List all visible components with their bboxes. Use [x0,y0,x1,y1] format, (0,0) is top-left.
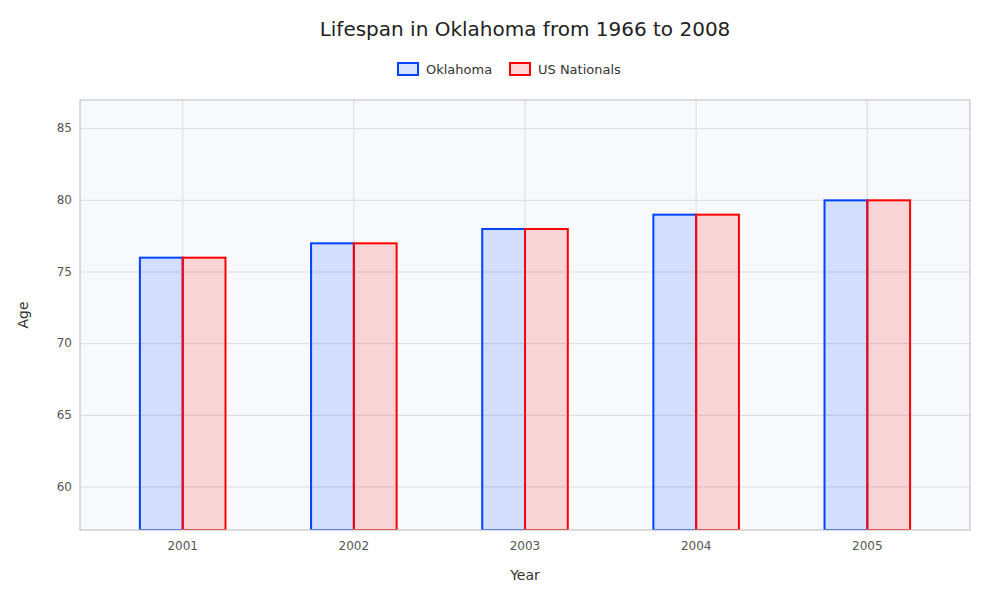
y-tick-label: 75 [57,265,72,279]
x-tick-label: 2002 [339,539,370,553]
bar [867,200,910,530]
x-axis-label: Year [509,567,540,583]
chart-container: 60 65 70 75 80 85 2001 2002 2003 2004 2005 Year Age L… [0,0,1000,600]
legend-label: US Nationals [538,62,621,77]
y-tick-label: 65 [57,408,72,422]
bar [653,215,696,530]
x-tick-label: 2005 [852,539,883,553]
legend: Oklahoma US Nationals [398,62,621,77]
y-tick-label: 70 [57,336,72,350]
bar [696,215,739,530]
chart-title: Lifespan in Oklahoma from 1966 to 2008 [320,17,731,41]
bar [482,229,525,530]
plot-frame [80,100,970,530]
plot-background [80,100,970,530]
bar [311,243,354,530]
y-axis-label: Age [15,301,31,328]
grid [80,100,970,530]
legend-swatch [510,63,530,75]
x-tick-label: 2001 [167,539,198,553]
x-tick-label: 2003 [510,539,541,553]
y-tick-label: 85 [57,121,72,135]
bars [140,200,910,530]
x-tick-label: 2004 [681,539,712,553]
bar [140,258,183,530]
y-tick-label: 80 [57,193,72,207]
bar [354,243,397,530]
chart-svg: 60 65 70 75 80 85 2001 2002 2003 2004 2005 Year Age L… [0,0,1000,600]
legend-label: Oklahoma [426,62,492,77]
bar [825,200,868,530]
bar [525,229,568,530]
bar [183,258,226,530]
legend-swatch [398,63,418,75]
y-tick-label: 60 [57,480,72,494]
